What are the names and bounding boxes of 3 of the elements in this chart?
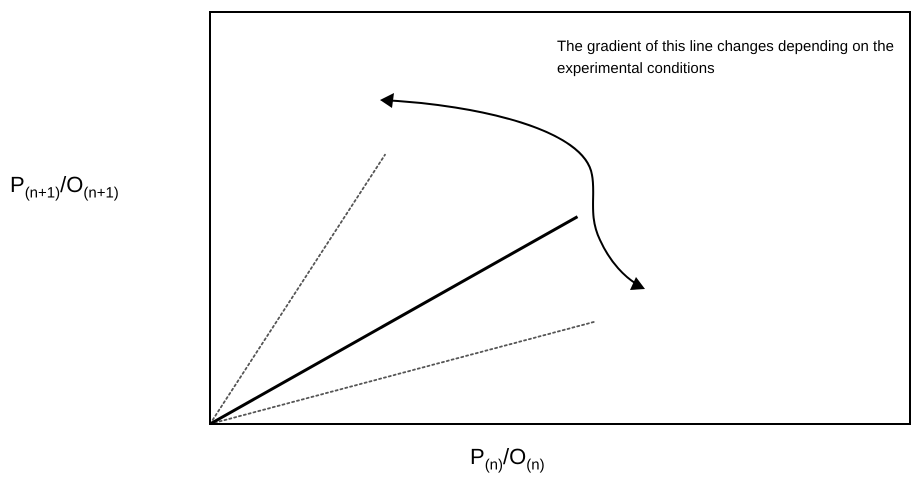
x-axis-title: P$_{(n)}$/O$_{(n)}$ bbox=[470, 444, 545, 474]
y-axis-title: P$_{(n+1)}$/O$_{(n+1)}$ bbox=[10, 172, 119, 202]
text: The gradient of this line changes depending on the experimental conditions bbox=[557, 37, 895, 79]
